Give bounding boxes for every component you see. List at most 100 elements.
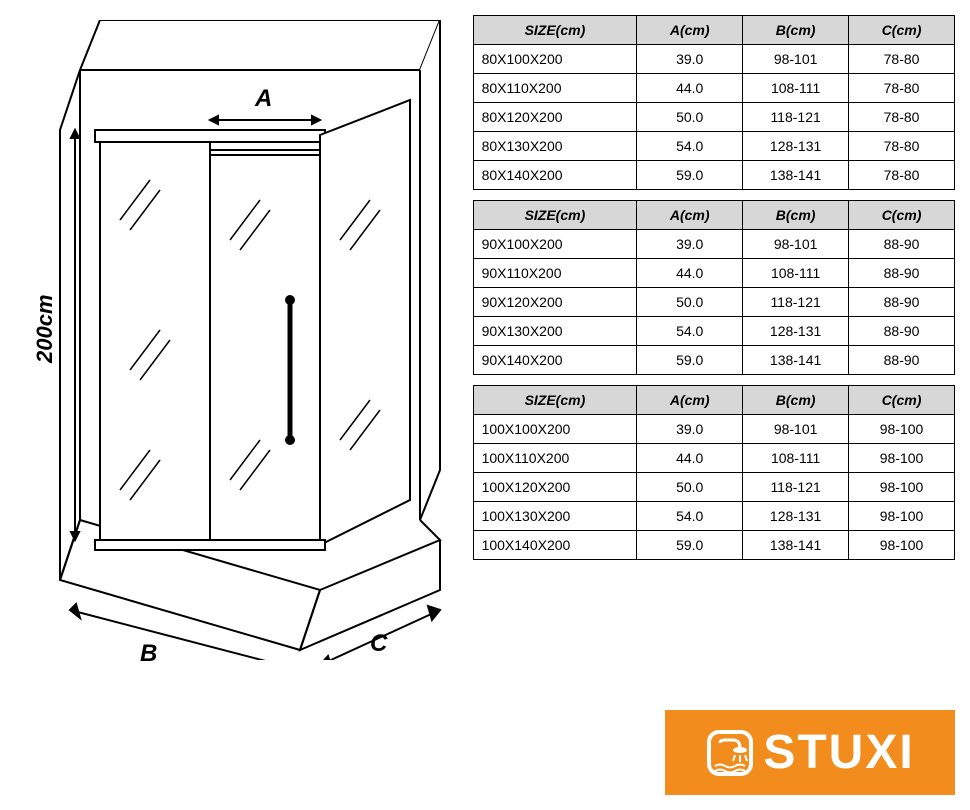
table-cell: 44.0 [637, 444, 743, 473]
table-row: 90X140X20059.0138-14188-90 [473, 346, 954, 375]
table-cell: 59.0 [637, 531, 743, 560]
table-row: 80X120X20050.0118-12178-80 [473, 103, 954, 132]
table-header: B(cm) [743, 386, 849, 415]
table-cell: 80X130X200 [473, 132, 637, 161]
table-cell: 54.0 [637, 502, 743, 531]
table-cell: 98-101 [743, 45, 849, 74]
label-a: A [255, 85, 272, 113]
table-cell: 108-111 [743, 259, 849, 288]
table-cell: 59.0 [637, 161, 743, 190]
diagram-panel: A 200cm B C [0, 0, 473, 810]
table-cell: 78-80 [849, 103, 955, 132]
table-cell: 88-90 [849, 346, 955, 375]
table-row: 80X140X20059.0138-14178-80 [473, 161, 954, 190]
table-cell: 108-111 [743, 444, 849, 473]
table-cell: 128-131 [743, 132, 849, 161]
table-row: 100X130X20054.0128-13198-100 [473, 502, 954, 531]
table-cell: 39.0 [637, 45, 743, 74]
table-cell: 98-101 [743, 230, 849, 259]
table-header: C(cm) [849, 201, 955, 230]
brand-logo: STUXI [665, 710, 955, 795]
table-cell: 78-80 [849, 132, 955, 161]
tables-panel: SIZE(cm)A(cm)B(cm)C(cm)80X100X20039.098-… [473, 0, 970, 810]
table-row: 90X130X20054.0128-13188-90 [473, 317, 954, 346]
table-row: 90X120X20050.0118-12188-90 [473, 288, 954, 317]
table-cell: 78-80 [849, 45, 955, 74]
table-row: 90X100X20039.098-10188-90 [473, 230, 954, 259]
table-cell: 90X110X200 [473, 259, 637, 288]
size-table-2: SIZE(cm)A(cm)B(cm)C(cm)100X100X20039.098… [473, 385, 955, 560]
table-cell: 44.0 [637, 74, 743, 103]
table-header: C(cm) [849, 16, 955, 45]
table-cell: 50.0 [637, 103, 743, 132]
logo-text: STUXI [763, 725, 914, 780]
table-header: A(cm) [637, 386, 743, 415]
table-header: B(cm) [743, 201, 849, 230]
label-c: C [370, 630, 387, 658]
table-cell: 90X130X200 [473, 317, 637, 346]
table-cell: 54.0 [637, 317, 743, 346]
table-cell: 98-100 [849, 531, 955, 560]
table-cell: 80X140X200 [473, 161, 637, 190]
table-header: C(cm) [849, 386, 955, 415]
table-cell: 78-80 [849, 161, 955, 190]
table-cell: 88-90 [849, 259, 955, 288]
table-cell: 118-121 [743, 473, 849, 502]
table-cell: 90X140X200 [473, 346, 637, 375]
table-cell: 100X120X200 [473, 473, 637, 502]
size-table-1: SIZE(cm)A(cm)B(cm)C(cm)90X100X20039.098-… [473, 200, 955, 375]
table-row: 100X120X20050.0118-12198-100 [473, 473, 954, 502]
table-header: A(cm) [637, 201, 743, 230]
table-cell: 98-100 [849, 502, 955, 531]
table-cell: 100X130X200 [473, 502, 637, 531]
table-row: 100X140X20059.0138-14198-100 [473, 531, 954, 560]
table-cell: 138-141 [743, 346, 849, 375]
table-cell: 128-131 [743, 317, 849, 346]
table-cell: 98-100 [849, 473, 955, 502]
table-cell: 108-111 [743, 74, 849, 103]
table-header: SIZE(cm) [473, 386, 637, 415]
table-cell: 50.0 [637, 473, 743, 502]
table-header: SIZE(cm) [473, 16, 637, 45]
table-cell: 98-100 [849, 415, 955, 444]
table-cell: 88-90 [849, 317, 955, 346]
table-cell: 100X100X200 [473, 415, 637, 444]
table-cell: 39.0 [637, 415, 743, 444]
table-header: A(cm) [637, 16, 743, 45]
table-cell: 128-131 [743, 502, 849, 531]
table-header: B(cm) [743, 16, 849, 45]
table-cell: 118-121 [743, 288, 849, 317]
table-cell: 138-141 [743, 531, 849, 560]
shower-enclosure-diagram [40, 20, 460, 660]
table-row: 80X130X20054.0128-13178-80 [473, 132, 954, 161]
table-row: 90X110X20044.0108-11188-90 [473, 259, 954, 288]
table-row: 100X110X20044.0108-11198-100 [473, 444, 954, 473]
table-cell: 80X110X200 [473, 74, 637, 103]
table-cell: 100X110X200 [473, 444, 637, 473]
table-cell: 138-141 [743, 161, 849, 190]
shower-icon [705, 728, 755, 778]
table-cell: 90X120X200 [473, 288, 637, 317]
size-table-0: SIZE(cm)A(cm)B(cm)C(cm)80X100X20039.098-… [473, 15, 955, 190]
table-cell: 118-121 [743, 103, 849, 132]
table-header: SIZE(cm) [473, 201, 637, 230]
table-cell: 80X120X200 [473, 103, 637, 132]
label-height: 200cm [32, 294, 58, 363]
table-cell: 54.0 [637, 132, 743, 161]
table-cell: 59.0 [637, 346, 743, 375]
table-cell: 100X140X200 [473, 531, 637, 560]
table-row: 100X100X20039.098-10198-100 [473, 415, 954, 444]
table-cell: 98-100 [849, 444, 955, 473]
table-cell: 88-90 [849, 230, 955, 259]
table-cell: 80X100X200 [473, 45, 637, 74]
label-b: B [140, 640, 157, 668]
table-cell: 44.0 [637, 259, 743, 288]
table-cell: 50.0 [637, 288, 743, 317]
table-cell: 98-101 [743, 415, 849, 444]
table-cell: 90X100X200 [473, 230, 637, 259]
table-cell: 78-80 [849, 74, 955, 103]
table-row: 80X100X20039.098-10178-80 [473, 45, 954, 74]
table-cell: 88-90 [849, 288, 955, 317]
table-row: 80X110X20044.0108-11178-80 [473, 74, 954, 103]
table-cell: 39.0 [637, 230, 743, 259]
